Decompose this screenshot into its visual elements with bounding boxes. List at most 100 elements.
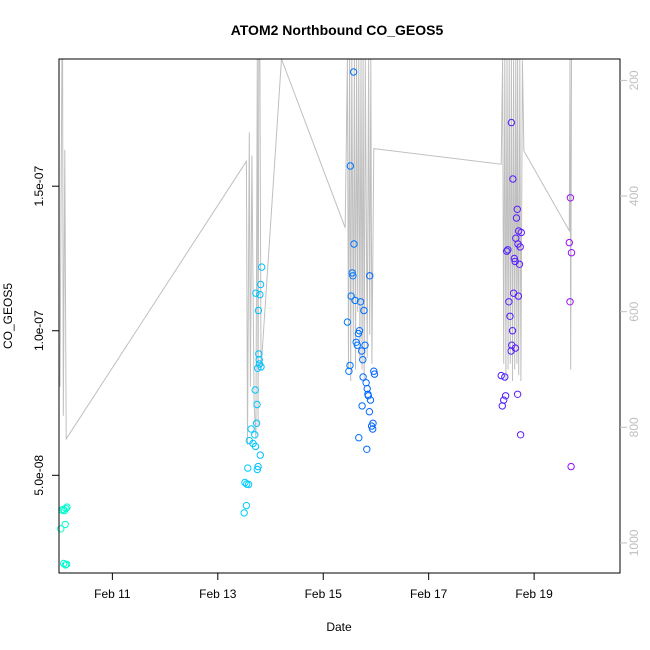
data-point — [567, 249, 576, 257]
x-tick-label: Feb 11 — [94, 587, 131, 601]
data-point — [346, 162, 354, 170]
data-point — [355, 327, 364, 335]
x-axis-label: Date — [326, 620, 352, 634]
data-point — [507, 118, 516, 127]
data-point — [516, 431, 525, 439]
x-tick-label: Feb 15 — [305, 587, 343, 601]
data-point — [515, 260, 524, 268]
data-point — [242, 501, 251, 510]
data-point — [360, 306, 368, 315]
y2-tick-label: 800 — [627, 417, 641, 437]
plot-frame — [58, 58, 621, 574]
data-point — [565, 238, 573, 247]
data-point — [253, 465, 261, 474]
data-point — [255, 350, 263, 358]
data-point — [256, 280, 265, 289]
data-point — [509, 289, 518, 297]
data-point — [511, 344, 520, 352]
data-point — [366, 272, 374, 280]
data-point — [513, 205, 521, 214]
data-point — [509, 175, 517, 183]
data-point — [361, 341, 369, 349]
data-point — [363, 384, 371, 393]
data-point — [244, 464, 252, 472]
points-layer — [57, 68, 576, 569]
data-point — [369, 425, 377, 433]
data-point — [358, 347, 366, 355]
data-point — [501, 392, 510, 400]
data-point — [254, 364, 262, 372]
data-point — [251, 431, 259, 439]
data-point — [510, 254, 518, 263]
x-tick-label: Feb 13 — [199, 587, 237, 601]
y-axis: 5.0e-08 1.0e-07 1.5e-07 — [32, 166, 59, 496]
data-point — [240, 509, 248, 517]
data-point — [350, 240, 358, 248]
data-point — [506, 312, 514, 320]
data-point — [63, 503, 71, 511]
data-point — [61, 520, 69, 529]
x-axis: Feb 11 Feb 13 Feb 15 Feb 17 Feb 19 — [94, 573, 553, 601]
data-point — [253, 400, 261, 409]
data-point — [363, 445, 371, 453]
data-point — [369, 419, 377, 427]
data-point — [251, 442, 260, 451]
data-point — [347, 292, 355, 300]
data-point — [359, 356, 367, 364]
data-point — [348, 269, 356, 277]
data-point — [500, 396, 508, 404]
data-point — [370, 370, 379, 378]
pressure-line-layer — [59, 58, 572, 445]
data-point — [257, 363, 265, 371]
y-axis-label: CO_GEOS5 — [1, 283, 15, 349]
y-tick-label: 5.0e-08 — [32, 455, 46, 496]
data-point — [359, 373, 367, 381]
data-point — [60, 559, 68, 568]
chart-title: ATOM2 Northbound CO_GEOS5 — [231, 22, 444, 38]
data-point — [349, 272, 357, 280]
data-point — [356, 298, 365, 306]
data-point — [244, 480, 253, 489]
data-point — [514, 292, 523, 300]
data-point — [517, 228, 525, 237]
data-point — [497, 371, 505, 380]
data-point — [503, 247, 511, 255]
y2-tick-label: 400 — [627, 186, 641, 206]
data-point — [353, 341, 361, 349]
x-tick-label: Feb 19 — [515, 587, 553, 601]
data-point — [346, 361, 354, 370]
data-point — [62, 504, 70, 513]
data-point — [370, 367, 378, 375]
data-point — [365, 408, 374, 416]
data-point — [349, 68, 358, 76]
data-point — [251, 386, 259, 394]
data-point — [566, 194, 575, 202]
x-tick-label: Feb 17 — [410, 587, 448, 601]
data-point — [256, 290, 264, 299]
data-point — [505, 298, 513, 306]
data-point — [252, 419, 261, 427]
data-point — [255, 356, 263, 364]
data-point — [501, 373, 509, 381]
y-tick-label: 1.0e-07 — [32, 310, 46, 351]
y2-axis: 200 400 600 800 1000 — [620, 70, 641, 556]
y-tick-label: 1.5e-07 — [32, 166, 46, 207]
data-point — [508, 327, 517, 335]
data-point — [241, 478, 249, 487]
data-point — [351, 296, 359, 305]
data-point — [252, 289, 260, 297]
data-point — [254, 462, 262, 471]
data-point — [566, 298, 574, 306]
data-point — [62, 560, 71, 568]
pressure-line — [59, 58, 572, 445]
data-point — [358, 402, 366, 410]
data-point — [57, 525, 65, 533]
data-point — [504, 246, 512, 254]
data-point — [567, 462, 575, 471]
y2-tick-label: 200 — [627, 70, 641, 90]
data-point — [254, 306, 263, 315]
data-point — [513, 390, 522, 398]
data-point — [364, 390, 372, 398]
data-point — [258, 263, 266, 271]
